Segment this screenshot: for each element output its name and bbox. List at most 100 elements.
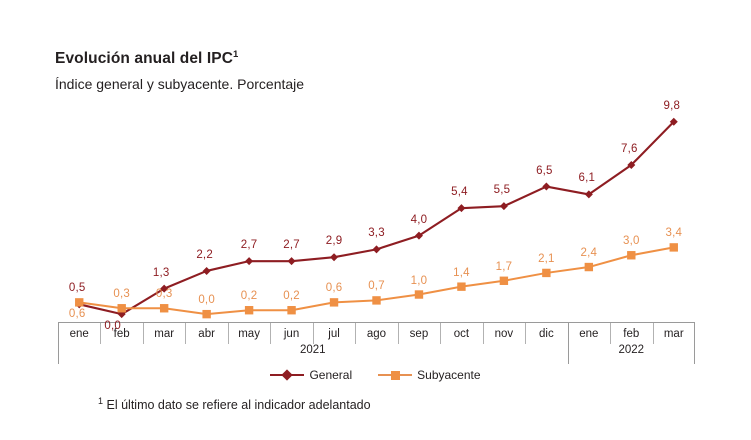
x-axis-label-feb-2022: feb [610, 323, 652, 344]
data-point-marker [117, 304, 126, 313]
data-label: 6,1 [578, 172, 596, 185]
page-title-text: Evolución anual del IPC [55, 50, 233, 67]
x-axis-label-nov-2021: nov [483, 323, 525, 344]
x-axis-label-mar-2021: mar [143, 323, 185, 344]
data-label: 1,4 [453, 266, 470, 279]
x-axis-separator [440, 323, 442, 344]
data-label: 2,4 [580, 247, 598, 260]
x-axis-separator [482, 323, 484, 344]
x-axis-label-ene-2022: ene [568, 323, 610, 344]
x-axis-label-text: nov [494, 327, 514, 340]
chart-footnote: 1 El último dato se refiere al indicador… [98, 395, 371, 412]
x-axis-separator [355, 323, 357, 344]
x-axis-label-text: may [238, 327, 260, 340]
chart-plot-area [58, 110, 695, 322]
data-point-marker [414, 290, 424, 299]
data-label: 1,3 [152, 266, 170, 279]
data-label: 0,0 [198, 294, 215, 307]
data-label: 2,7 [240, 239, 258, 252]
data-point-marker [584, 262, 594, 272]
data-point-marker [202, 309, 211, 319]
data-point-marker [584, 190, 593, 199]
x-axis-separator [270, 323, 272, 344]
x-axis-label-text: oct [453, 327, 470, 340]
data-point-marker [202, 266, 211, 275]
x-axis-label-text: dic [539, 327, 554, 340]
data-point-marker [627, 251, 636, 260]
x-axis-label-mar-2022: mar [653, 323, 695, 344]
x-axis-separator [142, 323, 144, 344]
data-label: 6,5 [536, 164, 553, 177]
data-point-marker [669, 117, 678, 126]
data-point-marker [457, 282, 466, 291]
data-label: 1,0 [410, 274, 428, 287]
series-general [75, 117, 678, 319]
chart-legend: General Subyacente [0, 368, 751, 382]
data-point-marker [287, 257, 296, 266]
x-axis-label-abr-2021: abr [185, 323, 227, 344]
data-point-marker [330, 253, 339, 262]
data-point-marker [117, 310, 126, 319]
x-axis-label-text: mar [663, 327, 684, 340]
x-axis-label-may-2021: may [228, 323, 270, 344]
x-axis-band: ene feb mar abr may jun jul ago sep oct nov dic ene f… [58, 322, 695, 344]
legend-item-label: General [309, 368, 353, 382]
footnote-marker: 1 [98, 395, 104, 406]
x-axis-label-feb-2021: feb [100, 323, 142, 344]
chart-svg [75, 117, 678, 319]
x-axis-label-text: ene [69, 327, 89, 340]
data-label: 5,5 [493, 184, 511, 197]
series-subyacente [75, 243, 678, 319]
data-label: 2,9 [325, 235, 343, 248]
data-point-marker [499, 276, 509, 285]
data-point-marker [414, 231, 423, 240]
legend-diamond-icon [270, 369, 305, 381]
data-point-marker [245, 257, 254, 266]
data-point-marker [542, 268, 551, 278]
legend-square-icon [378, 369, 413, 381]
x-axis-edge-right [694, 322, 695, 364]
footnote-text: El último dato se refiere al indicador a… [106, 398, 371, 412]
x-axis-label-ene-2021: ene [58, 323, 100, 344]
data-point-marker [160, 284, 169, 293]
data-label: 0,5 [68, 282, 86, 295]
legend-item-general[interactable]: General [270, 368, 352, 382]
x-axis-label-text: ene [579, 327, 599, 340]
data-label: 0,0 [104, 320, 121, 333]
data-label: 0,6 [68, 308, 86, 321]
data-label: 0,7 [368, 280, 385, 293]
x-axis-separator [610, 323, 612, 344]
data-point-marker [372, 296, 381, 305]
x-axis-year-label: 2022 [618, 344, 645, 356]
year-boundary-separator [567, 322, 569, 364]
data-point-marker [627, 160, 636, 169]
title-footnote-marker: 1 [233, 48, 239, 60]
data-label: 3,4 [665, 227, 683, 240]
x-axis-separator [100, 323, 102, 344]
x-axis-label-text: sep [409, 327, 429, 340]
x-axis-separator [227, 323, 229, 344]
x-axis-separator [397, 323, 399, 344]
data-point-marker [329, 298, 339, 307]
x-axis-label-ago-2021: ago [355, 323, 397, 344]
data-point-marker [159, 304, 169, 313]
legend-item-subyacente[interactable]: Subyacente [378, 368, 481, 382]
x-axis-label-jul-2021: jul [313, 323, 355, 344]
data-label: 7,6 [621, 142, 638, 155]
x-axis-label-oct-2021: oct [440, 323, 482, 344]
data-point-marker [499, 202, 508, 211]
data-label: 0,6 [325, 282, 343, 295]
data-label: 3,0 [623, 235, 640, 248]
data-label: 0,2 [240, 290, 258, 303]
x-axis-separator [312, 323, 314, 344]
x-axis-label-text: ago [366, 327, 387, 340]
data-label: 9,8 [663, 99, 681, 112]
x-axis-label-text: jul [328, 327, 340, 340]
x-axis-label-text: jun [283, 327, 300, 340]
data-label: 0,3 [113, 288, 130, 301]
data-label: 2,7 [283, 239, 300, 252]
x-axis-separator [525, 323, 527, 344]
x-axis-separator [185, 323, 187, 344]
data-point-marker [287, 306, 296, 315]
